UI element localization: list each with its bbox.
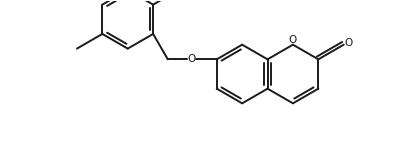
Text: O: O — [344, 38, 352, 48]
Text: O: O — [289, 35, 297, 45]
Text: O: O — [188, 54, 196, 64]
